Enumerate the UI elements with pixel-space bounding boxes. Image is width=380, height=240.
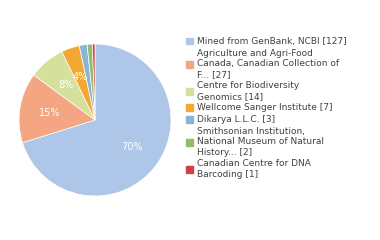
Legend: Mined from GenBank, NCBI [127], Agriculture and Agri-Food
Canada, Canadian Colle: Mined from GenBank, NCBI [127], Agricult… bbox=[185, 36, 347, 180]
Wedge shape bbox=[34, 52, 95, 120]
Text: 8%: 8% bbox=[58, 80, 73, 90]
Text: 15%: 15% bbox=[39, 108, 61, 118]
Text: 70%: 70% bbox=[121, 142, 142, 152]
Wedge shape bbox=[92, 44, 95, 120]
Text: 4%: 4% bbox=[73, 72, 88, 82]
Wedge shape bbox=[19, 75, 95, 143]
Wedge shape bbox=[62, 46, 95, 120]
Wedge shape bbox=[22, 44, 171, 196]
Wedge shape bbox=[87, 44, 95, 120]
Wedge shape bbox=[79, 44, 95, 120]
